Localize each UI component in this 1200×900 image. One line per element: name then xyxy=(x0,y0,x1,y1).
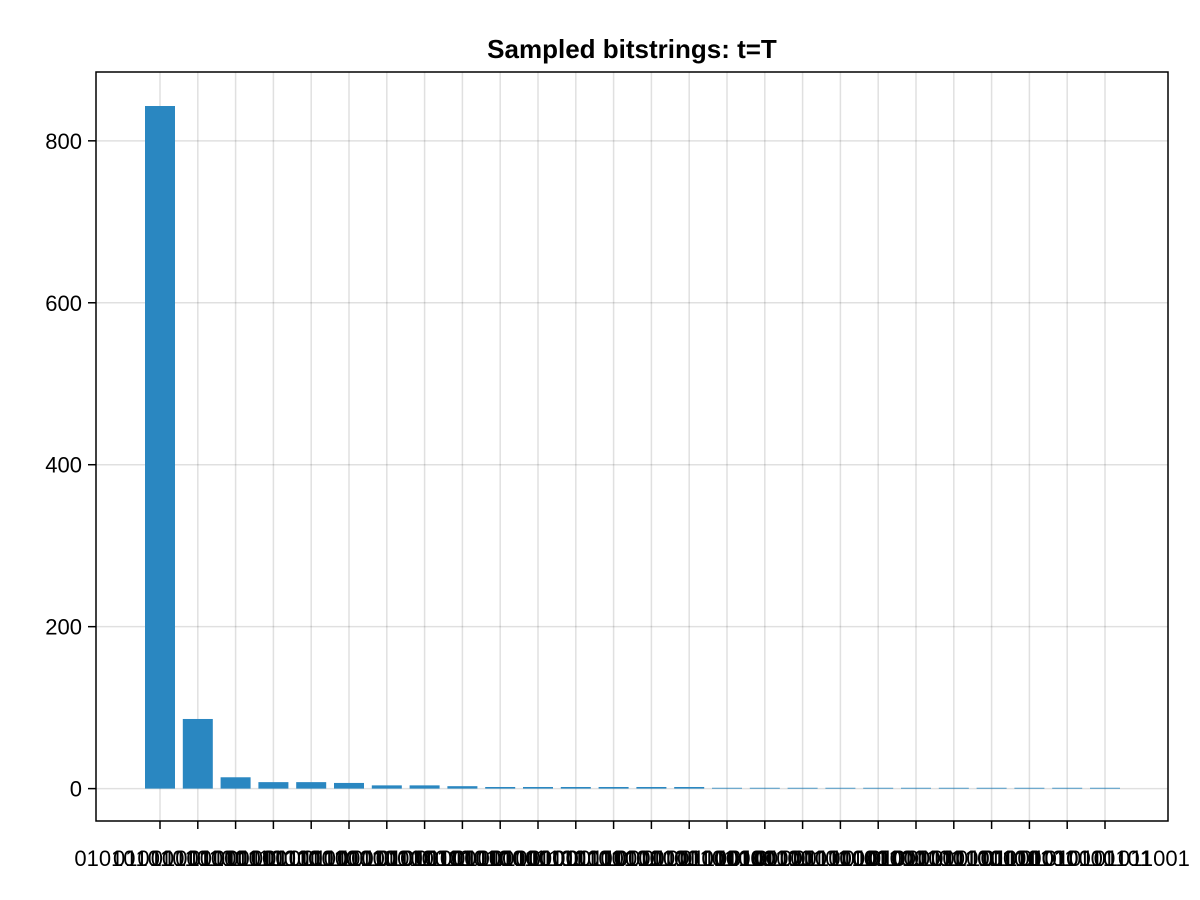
bar xyxy=(523,786,553,789)
x-tick-label: 01010110010101 xyxy=(756,846,926,871)
bar xyxy=(598,786,629,789)
bar xyxy=(825,787,856,789)
x-tick-label: 01010101001101 xyxy=(415,846,585,871)
bar xyxy=(1052,787,1083,789)
x-tick-label: 10101001010101 xyxy=(830,846,1001,871)
x-tick-label: 01010101100101 xyxy=(869,846,1039,871)
bar xyxy=(296,782,327,789)
bar xyxy=(560,786,591,789)
x-tick-label: 01101001010101 xyxy=(793,846,963,871)
x-tick-label: 01010110101010 xyxy=(226,846,396,871)
x-tick-label: 01010100110101 xyxy=(453,846,623,871)
y-axis: 0 200 400 600 800 xyxy=(45,129,96,802)
bar xyxy=(485,786,516,789)
y-tick-label: 800 xyxy=(45,129,82,154)
x-tick-label: 01010101010110 xyxy=(113,846,283,871)
grid xyxy=(96,72,1168,821)
bar xyxy=(787,787,818,789)
x-tick-label: 10101010101010 xyxy=(339,846,510,871)
x-tick-label: 01101010010101 xyxy=(982,846,1152,871)
bar xyxy=(447,786,478,789)
x-tick-label: 01100101010101 xyxy=(680,846,850,871)
bar xyxy=(636,786,667,789)
x-tick-label: 01011010010101 xyxy=(907,846,1077,871)
y-tick-label: 0 xyxy=(70,777,82,802)
bar xyxy=(1014,787,1045,789)
x-tick-label: 01101010101010 xyxy=(302,846,472,871)
x-tick-label: 01011001010101 xyxy=(642,846,812,871)
x-tick-label: 01001101010101 xyxy=(529,846,699,871)
bar xyxy=(901,787,931,789)
x-tick-label: 01010011010101 xyxy=(491,846,661,871)
x-tick-label: 01010101010101 xyxy=(74,846,245,871)
bar xyxy=(712,787,742,789)
bar xyxy=(674,786,705,789)
bar xyxy=(258,782,289,789)
x-tick-label: 01010101011001 xyxy=(1020,846,1190,871)
bars xyxy=(145,106,1120,789)
x-tick-label: 01010101101010 xyxy=(189,846,359,871)
x-tick-label: 01011010101010 xyxy=(264,846,434,871)
x-tick-label: 10101010010101 xyxy=(944,846,1115,871)
y-tick-label: 600 xyxy=(45,291,82,316)
x-tick-label: 10100101010101 xyxy=(717,846,888,871)
bar xyxy=(749,787,780,789)
chart-title: Sampled bitstrings: t=T xyxy=(487,34,777,64)
bar xyxy=(863,787,894,789)
x-axis: 0101010101010101010101010110010101010110… xyxy=(74,821,1190,871)
bar xyxy=(938,787,969,789)
y-tick-label: 200 xyxy=(45,615,82,640)
bar xyxy=(1090,787,1120,789)
x-tick-label: 01010101010011 xyxy=(378,846,548,871)
x-tick-label: 01010101011010 xyxy=(151,846,321,871)
plot-frame xyxy=(95,71,1169,822)
y-tick-label: 400 xyxy=(45,453,82,478)
bar xyxy=(409,785,440,789)
bar xyxy=(145,106,175,789)
bar xyxy=(220,777,251,789)
bar xyxy=(182,718,213,789)
bar xyxy=(976,787,1007,789)
x-tick-label: 10010101010101 xyxy=(604,846,775,871)
bar xyxy=(334,782,364,789)
x-tick-label: 00110101010101 xyxy=(567,846,737,871)
bar xyxy=(371,785,402,789)
